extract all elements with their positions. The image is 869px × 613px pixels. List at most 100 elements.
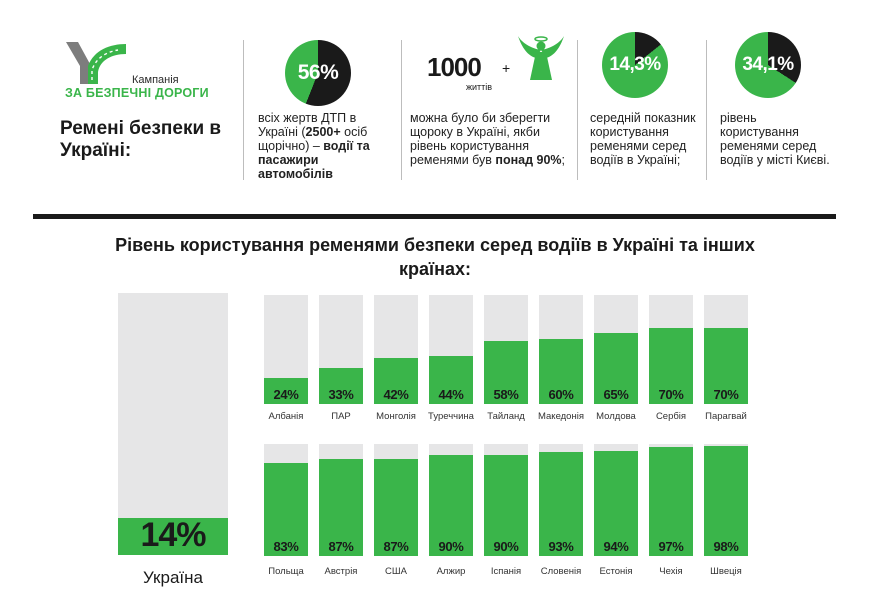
- stat-text-bold: водії та пасажири автомобілів: [258, 139, 370, 181]
- bar-value-label: 87%: [328, 539, 354, 554]
- bar-track: 83%: [264, 444, 308, 556]
- logo-caption: Кампанія: [132, 74, 179, 86]
- bar-value-label: 94%: [603, 539, 629, 554]
- campaign-logo: Кампанія ЗА БЕЗПЕЧНІ ДОРОГИ: [60, 40, 210, 102]
- bar-track: 87%: [319, 444, 363, 556]
- bar-category-label: Туреччина: [428, 411, 474, 422]
- bar-track: 94%: [594, 444, 638, 556]
- bar-track: 65%: [594, 295, 638, 404]
- bar-value-label: 93%: [548, 539, 574, 554]
- bar: [704, 446, 748, 556]
- bar-track-ukraine: 14%: [118, 293, 228, 555]
- stat-text-part: осіб щорічно) –: [258, 125, 368, 153]
- stat-text-bold: 2500+: [305, 125, 341, 139]
- stat-pie-56: 56%: [285, 40, 351, 106]
- bar: [539, 338, 583, 404]
- bar-category-label: Сербія: [655, 411, 687, 422]
- bar-track: 97%: [649, 444, 693, 556]
- stat-text-bold: понад 90%: [495, 153, 562, 167]
- chart-title: Рівень користування ременями безпеки сер…: [115, 235, 755, 279]
- hero-title: Ремені безпеки в Україні:: [60, 118, 222, 161]
- bar-track: 44%: [429, 295, 473, 404]
- bar-track: 42%: [374, 295, 418, 404]
- stat-percent: 34,1%: [742, 54, 794, 75]
- bar-value-label: 42%: [383, 387, 409, 402]
- stat-description: можна було би зберегти щороку в Україні,…: [410, 111, 570, 167]
- column-divider: [706, 40, 707, 180]
- bar: [484, 340, 528, 404]
- bar-category-label: Македонія: [538, 411, 584, 422]
- bar-value-label: 65%: [603, 387, 629, 402]
- bar-category-label: Словенія: [540, 566, 582, 577]
- bar-track: 24%: [264, 295, 308, 404]
- bar-value-label: 90%: [493, 539, 519, 554]
- bar: [594, 333, 638, 404]
- bar: [484, 455, 528, 556]
- column-divider: [243, 40, 244, 180]
- bar: [374, 358, 418, 404]
- bar-track: 33%: [319, 295, 363, 404]
- bar-value-label: 83%: [273, 539, 299, 554]
- stat-percent: 14,3%: [609, 54, 661, 75]
- bar-value-label: 58%: [493, 387, 519, 402]
- bar-category-label: Албанія: [268, 411, 304, 422]
- bar: [264, 377, 308, 404]
- stat-description: рівень користування ременями серед водії…: [720, 111, 830, 167]
- bar-track: 58%: [484, 295, 528, 404]
- bar-label-ukraine: Україна: [143, 568, 203, 587]
- stat-pie-14-3: 14,3%: [602, 32, 668, 98]
- stat-pie-34-1: 34,1%: [735, 32, 801, 98]
- bar-category-label: США: [385, 566, 407, 577]
- stat-description: середній показник користування ременями …: [590, 111, 696, 167]
- stat-text-part: можна було би зберегти щороку в Україні,…: [410, 111, 551, 167]
- bar-value-label: 70%: [658, 387, 684, 402]
- stat-description: всіх жертв ДТП в Україні (2500+ осіб щор…: [258, 111, 390, 181]
- bar-category-label: Монголія: [376, 411, 416, 422]
- bar-track: 93%: [539, 444, 583, 556]
- bar: [374, 458, 418, 556]
- lives-number: 1000: [427, 52, 482, 82]
- bar-value-label: 70%: [713, 387, 739, 402]
- bar-category-label: Австрія: [324, 566, 358, 577]
- bar-track: 70%: [649, 295, 693, 404]
- bar-track: 98%: [704, 444, 748, 556]
- lives-plus: +: [502, 60, 511, 76]
- section-divider: [33, 214, 836, 219]
- stat-text-part: всіх жертв ДТП в Україні (: [258, 111, 357, 139]
- bar-category-label: ПАР: [331, 411, 351, 422]
- stat-percent: 56%: [297, 61, 339, 84]
- bar-value-label: 33%: [328, 387, 354, 402]
- bar-value-label: 90%: [438, 539, 464, 554]
- bar-track: 87%: [374, 444, 418, 556]
- stat-text-part: ;: [561, 153, 566, 167]
- bar: [649, 447, 693, 556]
- bar: [539, 451, 583, 556]
- column-divider: [577, 40, 578, 180]
- logo-title: ЗА БЕЗПЕЧНІ ДОРОГИ: [65, 86, 209, 100]
- bar-value-label: 87%: [383, 539, 409, 554]
- bar-category-label: Парагвай: [705, 411, 747, 422]
- bar-category-label: Алжир: [436, 566, 466, 577]
- bar-track: 90%: [484, 444, 528, 556]
- road-logo-icon: [66, 42, 126, 84]
- bar-ukraine: [118, 518, 228, 555]
- bar: [319, 458, 363, 556]
- bar-value-label: 44%: [438, 387, 464, 402]
- bar-value-ukraine: 14%: [140, 516, 206, 554]
- bar: [429, 356, 473, 404]
- column-divider: [401, 40, 402, 180]
- bar: [594, 450, 638, 556]
- bar: [429, 455, 473, 556]
- bar-value-label: 98%: [713, 539, 739, 554]
- lives-caption: життів: [466, 82, 493, 92]
- bar: [264, 463, 308, 556]
- bar-category-label: Молдова: [596, 411, 636, 422]
- bar: [704, 327, 748, 404]
- bar-value-label: 60%: [548, 387, 574, 402]
- angel-icon: [518, 36, 564, 80]
- bar-track: 90%: [429, 444, 473, 556]
- bar-track: 60%: [539, 295, 583, 404]
- bar-category-label: Естонія: [599, 566, 633, 577]
- bar: [319, 368, 363, 404]
- bar-value-label: 24%: [273, 387, 299, 402]
